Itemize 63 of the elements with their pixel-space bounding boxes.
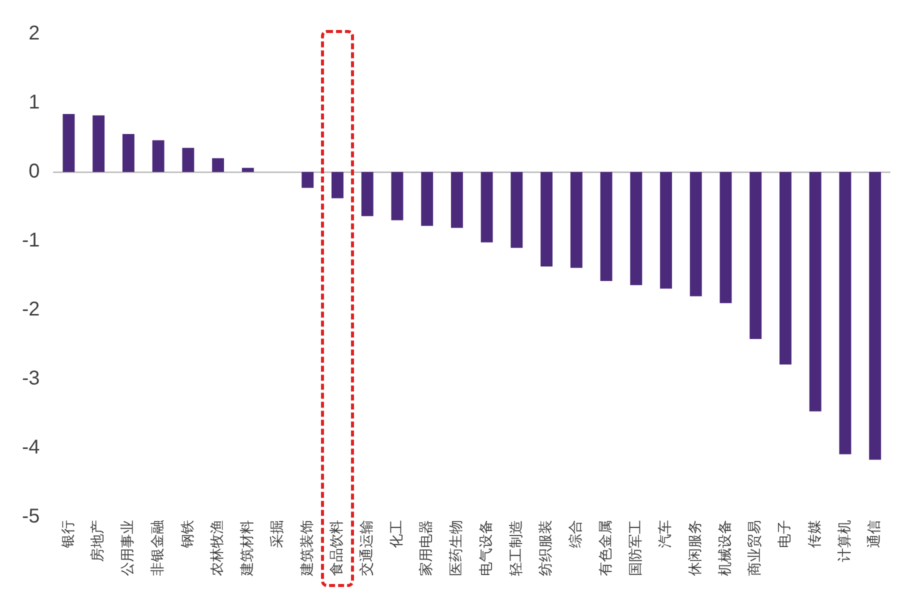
y-tick-label: -5 bbox=[22, 506, 40, 528]
x-tick-label: 机械设备 bbox=[717, 520, 734, 576]
bar bbox=[92, 115, 105, 172]
x-tick-label: 公用事业 bbox=[120, 520, 136, 576]
x-tick-label: 商业贸易 bbox=[747, 520, 764, 576]
x-tick-label: 综合 bbox=[568, 520, 584, 548]
x-tick-label: 银行 bbox=[60, 520, 76, 549]
bar bbox=[182, 148, 194, 172]
bar bbox=[780, 172, 792, 365]
x-tick-label: 轻工制造 bbox=[508, 520, 524, 576]
x-tick-label: 家用电器 bbox=[418, 520, 435, 576]
bar bbox=[720, 172, 732, 304]
y-tick-label: -2 bbox=[22, 298, 40, 321]
x-tick-label: 农林牧渔 bbox=[210, 520, 226, 576]
bar bbox=[540, 172, 553, 267]
bar bbox=[302, 172, 314, 188]
x-tick-label: 非银金融 bbox=[150, 520, 166, 576]
x-tick-label: 交通运输 bbox=[359, 520, 376, 576]
bar bbox=[660, 172, 672, 289]
x-tick-label: 传媒 bbox=[806, 520, 823, 548]
x-tick-label: 房地产 bbox=[90, 520, 106, 562]
bar bbox=[421, 172, 434, 226]
x-tick-label: 建筑材料 bbox=[240, 520, 256, 577]
bar bbox=[122, 134, 134, 172]
bar bbox=[690, 172, 702, 296]
x-tick-label: 电子 bbox=[777, 520, 794, 548]
bar bbox=[361, 172, 374, 216]
y-tick-label: 1 bbox=[28, 92, 40, 114]
bar bbox=[450, 172, 463, 228]
bar bbox=[480, 172, 493, 242]
x-tick-label: 休闲服务 bbox=[688, 520, 704, 576]
bar bbox=[869, 172, 882, 460]
x-tick-label: 国防军工 bbox=[628, 520, 644, 576]
bar bbox=[750, 172, 762, 339]
x-tick-label: 计算机 bbox=[836, 520, 853, 562]
y-tick-label: -1 bbox=[22, 230, 40, 252]
x-tick-label: 采掘 bbox=[269, 520, 286, 548]
bar bbox=[242, 168, 254, 172]
y-tick-label: -4 bbox=[22, 436, 40, 459]
y-tick-label: 2 bbox=[28, 22, 40, 45]
bar bbox=[600, 172, 612, 282]
x-tick-label: 通信 bbox=[866, 520, 883, 548]
y-tick-label: 0 bbox=[28, 160, 40, 183]
x-tick-label: 建筑装饰 bbox=[299, 520, 316, 577]
x-tick-label: 纺织服装 bbox=[538, 520, 554, 576]
bar bbox=[510, 172, 523, 248]
bar bbox=[62, 114, 75, 172]
x-tick-label: 钢铁 bbox=[180, 520, 196, 549]
x-tick-label: 汽车 bbox=[658, 520, 674, 548]
bar bbox=[839, 172, 852, 454]
bar bbox=[630, 172, 642, 286]
bar bbox=[152, 140, 164, 172]
bar bbox=[212, 158, 224, 172]
x-tick-label: 医药生物 bbox=[448, 520, 465, 576]
x-tick-label: 电气设备 bbox=[478, 520, 494, 576]
x-tick-label: 化工 bbox=[388, 520, 405, 548]
x-tick-label: 有色金属 bbox=[598, 520, 614, 576]
y-tick-label: -3 bbox=[22, 368, 40, 390]
bar bbox=[332, 172, 344, 198]
bar bbox=[570, 172, 582, 268]
x-tick-label: 食品饮料 bbox=[329, 520, 346, 576]
bar bbox=[391, 172, 404, 220]
bar bbox=[809, 172, 822, 412]
